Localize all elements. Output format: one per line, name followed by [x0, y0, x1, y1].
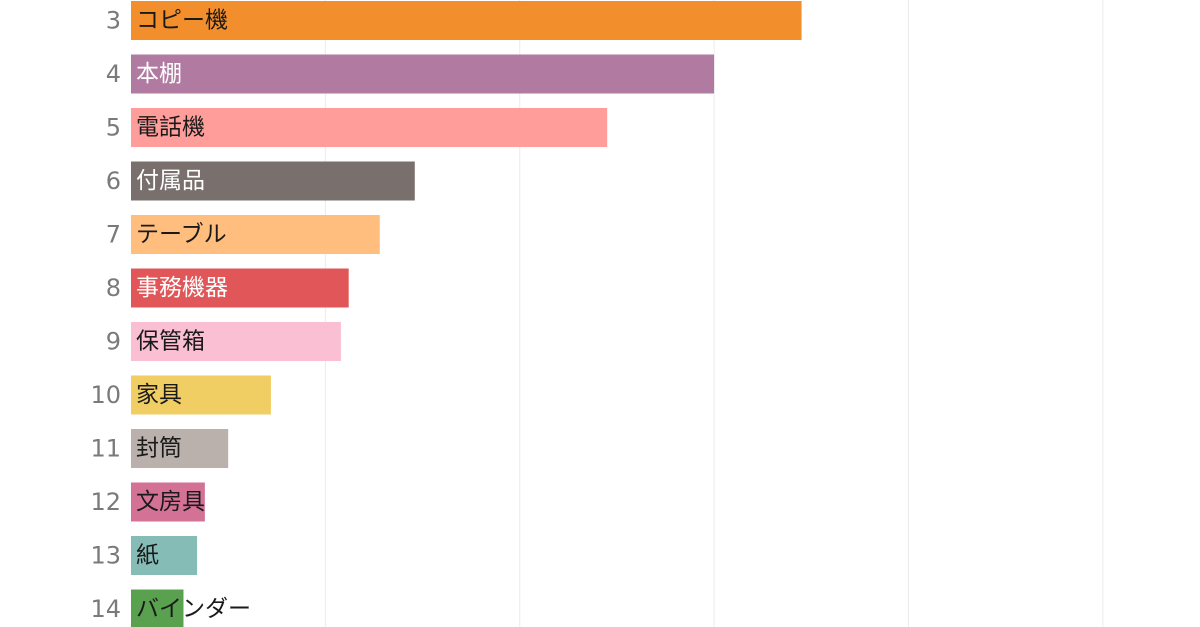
rank-label: 8: [106, 274, 121, 302]
category-label: バインダー: [136, 596, 251, 622]
gridlines: [324, 0, 1104, 627]
rank-label: 12: [90, 488, 121, 516]
category-label: コピー機: [136, 8, 228, 34]
bar: [131, 161, 415, 201]
bar: [131, 268, 349, 308]
rank-label: 13: [90, 542, 121, 570]
rank-label: 5: [106, 114, 121, 142]
bars: 3 コピー機 4 本棚 5 電話機 6 付属品 7 テーブル 8 事務機器 9 保管箱 10 家具 11 封筒 12…: [90, 1, 802, 627]
rank-label: 4: [106, 60, 121, 88]
rank-label: 9: [106, 328, 121, 356]
bar: [131, 429, 229, 468]
rank-label: 10: [90, 381, 121, 409]
bar: [131, 589, 184, 627]
category-label: 電話機: [136, 115, 205, 141]
rank-label: 14: [90, 595, 121, 623]
category-label: 本棚: [136, 61, 182, 87]
category-label: 保管箱: [136, 329, 205, 355]
rank-label: 11: [90, 435, 121, 463]
bar: [131, 108, 608, 147]
bar: [131, 54, 715, 94]
bar: [131, 375, 271, 415]
category-label: 家具: [136, 382, 182, 408]
category-label: 文房具: [136, 489, 205, 515]
bar: [131, 482, 205, 522]
category-label: 封筒: [136, 436, 182, 462]
rank-label: 3: [106, 7, 121, 35]
category-label: テーブル: [136, 222, 227, 248]
bar: [131, 322, 341, 361]
bar: [131, 215, 380, 254]
bar: [131, 1, 802, 40]
rank-label: 6: [106, 167, 121, 195]
bar: [131, 536, 198, 575]
category-label: 事務機器: [136, 275, 228, 301]
category-label: 付属品: [136, 168, 205, 194]
category-label: 紙: [136, 543, 159, 569]
rank-label: 7: [106, 221, 121, 249]
